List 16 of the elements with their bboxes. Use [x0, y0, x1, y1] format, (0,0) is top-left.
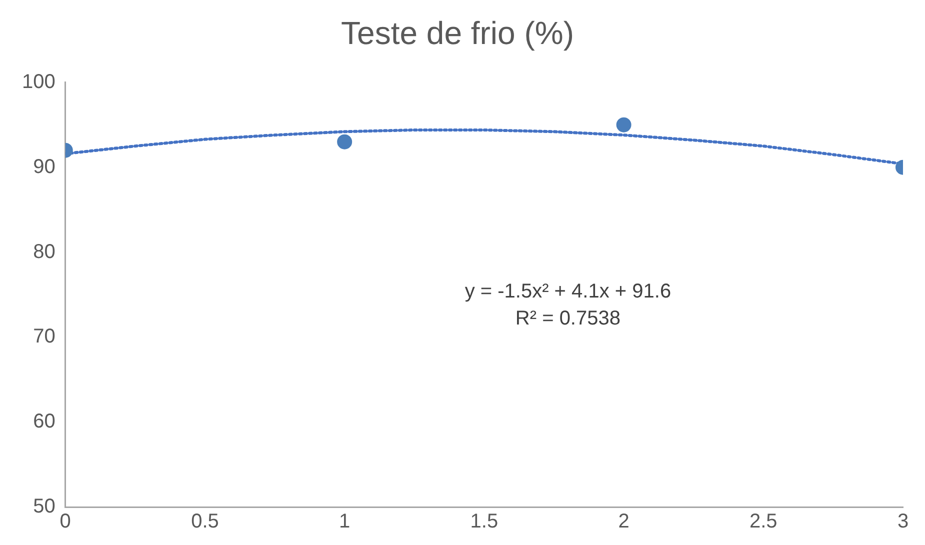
x-tick-label: 1: [339, 510, 350, 533]
annotation: y = -1.5x² + 4.1x + 91.6: [464, 280, 672, 302]
y-tick-label: 90: [33, 156, 56, 178]
x-tick-label: 0: [60, 510, 71, 533]
x-tick-label: 2: [618, 510, 630, 533]
x-tick-label: 1.5: [470, 510, 498, 533]
y-tick-label: 50: [33, 496, 56, 518]
x-tick-label: 2.5: [749, 510, 778, 533]
annotation: R² = 0.7538: [515, 307, 620, 330]
chart-title: Teste de frio (%): [341, 15, 574, 52]
y-tick-label: 70: [33, 326, 56, 348]
y-tick-label: 60: [33, 410, 56, 433]
x-tick-label: 0.5: [191, 510, 219, 533]
y-tick-label: 100: [22, 70, 56, 93]
x-tick-label: 3: [897, 510, 909, 533]
y-tick-label: 80: [33, 240, 56, 263]
